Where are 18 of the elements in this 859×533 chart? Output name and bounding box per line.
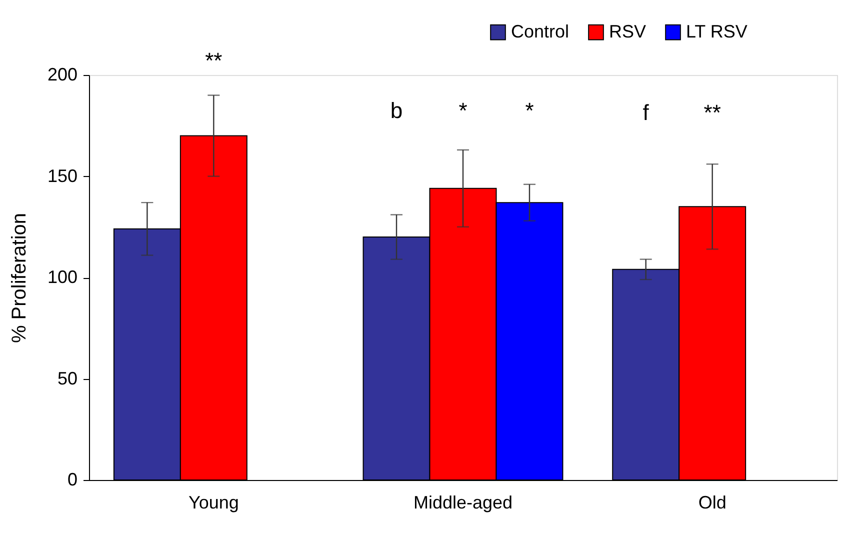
y-tick-label: 100 — [47, 267, 78, 287]
annotation: f — [642, 100, 650, 125]
annotation: ** — [704, 100, 722, 125]
x-tick-label: Young — [188, 492, 239, 512]
x-tick-label: Middle-aged — [413, 492, 513, 512]
legend-label: RSV — [609, 21, 646, 42]
y-tick-label: 200 — [47, 64, 78, 84]
y-tick-label: 0 — [67, 470, 78, 490]
y-tick-label: 150 — [47, 166, 78, 186]
annotation: * — [525, 98, 534, 123]
legend-label: Control — [511, 21, 570, 42]
y-tick-label: 50 — [57, 368, 78, 388]
x-tick-label: Old — [698, 492, 726, 512]
annotation: b — [390, 98, 403, 123]
annotation: * — [458, 98, 468, 123]
y-axis-title: % Proliferation — [8, 212, 30, 344]
legend-label: LT RSV — [686, 21, 748, 42]
text: ** — [205, 48, 223, 73]
